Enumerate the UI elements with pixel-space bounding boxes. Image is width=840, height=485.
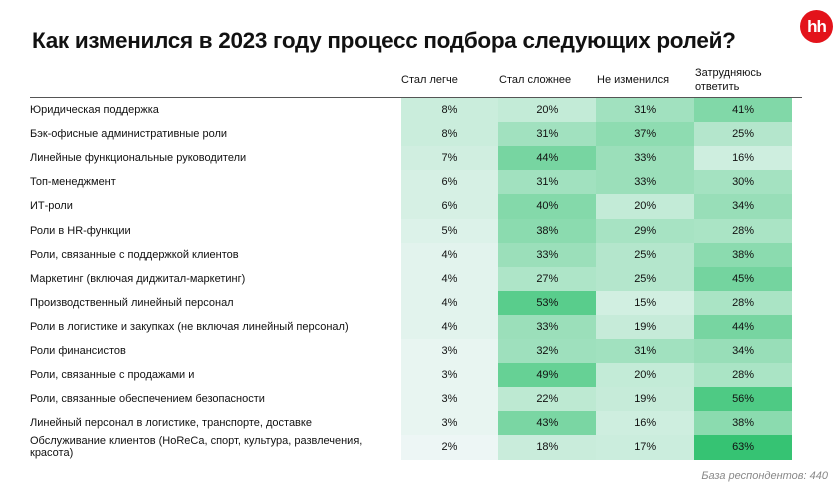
heatmap-cell: 4% [400, 242, 499, 267]
heatmap-cell: 6% [400, 194, 499, 219]
table-row: Роли, связанные с продажами и 3% 49% 20% 28% [30, 363, 793, 388]
heatmap-cell: 56% [694, 387, 793, 412]
heatmap-cell: 34% [694, 339, 793, 364]
heatmap-cell: 3% [400, 411, 499, 436]
heatmap-cell: 40% [498, 194, 597, 219]
heatmap-cell: 63% [694, 435, 793, 460]
heatmap-cell: 20% [596, 363, 695, 388]
row-label: Роли, связанные с продажами и [30, 369, 195, 382]
heatmap-cell: 44% [694, 314, 793, 340]
heatmap-cell: 18% [498, 435, 597, 460]
heatmap-cell: 6% [400, 170, 499, 195]
heatmap-cell: 4% [400, 290, 499, 315]
table-row: ИТ-роли 6% 40% 20% 34% [30, 194, 793, 219]
heatmap-cell: 29% [596, 218, 695, 243]
row-label: Роли, связанные обеспечением безопасност… [30, 393, 265, 406]
table-row: Обслуживание клиентов (HoReCa, спорт, ку… [30, 435, 793, 460]
heatmap-cell: 34% [694, 194, 793, 219]
table-row: Линейный персонал в логистике, транспорт… [30, 411, 793, 436]
page-title: Как изменился в 2023 году процесс подбор… [32, 28, 736, 53]
heatmap-cell: 20% [498, 98, 597, 123]
heatmap-cell: 3% [400, 387, 499, 412]
row-label: Производственный линейный персонал [30, 296, 234, 309]
heatmap-cell: 4% [400, 266, 499, 291]
table-row: Роли, связанные обеспечением безопасност… [30, 387, 793, 412]
heatmap-cell: 41% [694, 98, 793, 123]
heatmap-cell: 45% [694, 266, 793, 291]
table-row: Роли финансистов 3% 32% 31% 34% [30, 339, 793, 364]
heatmap-cell: 31% [596, 98, 695, 123]
row-label: Бэк-офисные административные роли [30, 128, 228, 141]
column-header: Стал сложнее [499, 73, 572, 86]
row-label: Юридическая поддержка [30, 104, 159, 117]
hh-logo: hh [800, 10, 833, 43]
heatmap-cell: 28% [694, 290, 793, 315]
heatmap-cell: 38% [694, 242, 793, 267]
table-row: Роли в логистике и закупках (не включая … [30, 314, 793, 340]
heatmap-cell: 43% [498, 411, 597, 436]
row-label: Маркетинг (включая диджитал-маркетинг) [30, 272, 246, 285]
heatmap-cell: 28% [694, 218, 793, 243]
table-row: Роли, связанные с поддержкой клиентов 4% 3… [30, 242, 793, 267]
heatmap-cell: 5% [400, 218, 499, 243]
heatmap-cell: 38% [694, 411, 793, 436]
heatmap-cell: 49% [498, 363, 597, 388]
row-label: Роли в логистике и закупках (не включая … [30, 320, 349, 333]
row-label: Роли финансистов [30, 345, 126, 358]
header-divider [30, 97, 802, 98]
heatmap-cell: 19% [596, 387, 695, 412]
heatmap-cell: 33% [596, 170, 695, 195]
table-row: Роли в HR-функции 5% 38% 29% 28% [30, 218, 793, 243]
heatmap-cell: 25% [596, 266, 695, 291]
heatmap-cell: 19% [596, 314, 695, 340]
heatmap-cell: 3% [400, 363, 499, 388]
heatmap-cell: 31% [498, 170, 597, 195]
heatmap-cell: 33% [498, 242, 597, 267]
heatmap-cell: 33% [596, 146, 695, 171]
heatmap-cell: 30% [694, 170, 793, 195]
heatmap-cell: 3% [400, 339, 499, 364]
heatmap-cell: 31% [498, 122, 597, 147]
heatmap-cell: 37% [596, 122, 695, 147]
heatmap-cell: 33% [498, 314, 597, 340]
table-row: Линейные функциональные руководители 7% 44… [30, 146, 793, 171]
row-label: ИТ-роли [30, 200, 73, 213]
heatmap-cell: 25% [694, 122, 793, 147]
row-label: Топ-менеджмент [30, 176, 116, 189]
row-label: Линейный персонал в логистике, транспорт… [30, 417, 312, 430]
table-row: Производственный линейный персонал 4% 53% 1… [30, 290, 793, 315]
heatmap-cell: 16% [596, 411, 695, 436]
heatmap-cell: 2% [400, 435, 499, 460]
table-row: Бэк-офисные административные роли 8% 31% 37… [30, 122, 793, 147]
row-label: Роли, связанные с поддержкой клиентов [30, 248, 239, 261]
heatmap-cell: 44% [498, 146, 597, 171]
heatmap-cell: 8% [400, 98, 499, 123]
heatmap-cell: 7% [400, 146, 499, 171]
column-header: Стал легче [401, 73, 458, 86]
heatmap-cell: 31% [596, 339, 695, 364]
row-label: Линейные функциональные руководители [30, 152, 247, 165]
heatmap-cell: 16% [694, 146, 793, 171]
column-header: Затрудняюсь ответить [695, 66, 762, 93]
heatmap-cell: 38% [498, 218, 597, 243]
table-row: Топ-менеджмент 6% 31% 33% 30% [30, 170, 793, 195]
heatmap-cell: 53% [498, 290, 597, 315]
row-label: Обслуживание клиентов (HoReCa, спорт, ку… [30, 435, 363, 460]
heatmap-cell: 28% [694, 363, 793, 388]
heatmap-cell: 27% [498, 266, 597, 291]
heatmap-cell: 4% [400, 314, 499, 340]
heatmap-cell: 20% [596, 194, 695, 219]
heatmap-cell: 22% [498, 387, 597, 412]
heatmap-cell: 32% [498, 339, 597, 364]
heatmap-cell: 15% [596, 290, 695, 315]
table-row: Маркетинг (включая диджитал-маркетинг) 4%… [30, 266, 793, 291]
table-row: Юридическая поддержка 8% 20% 31% 41% [30, 98, 793, 123]
respondents-base: База респондентов: 440 [701, 470, 828, 482]
column-header: Не изменился [597, 73, 670, 86]
heatmap-cell: 8% [400, 122, 499, 147]
heatmap-cell: 25% [596, 242, 695, 267]
row-label: Роли в HR-функции [30, 224, 131, 237]
heatmap-cell: 17% [596, 435, 695, 460]
